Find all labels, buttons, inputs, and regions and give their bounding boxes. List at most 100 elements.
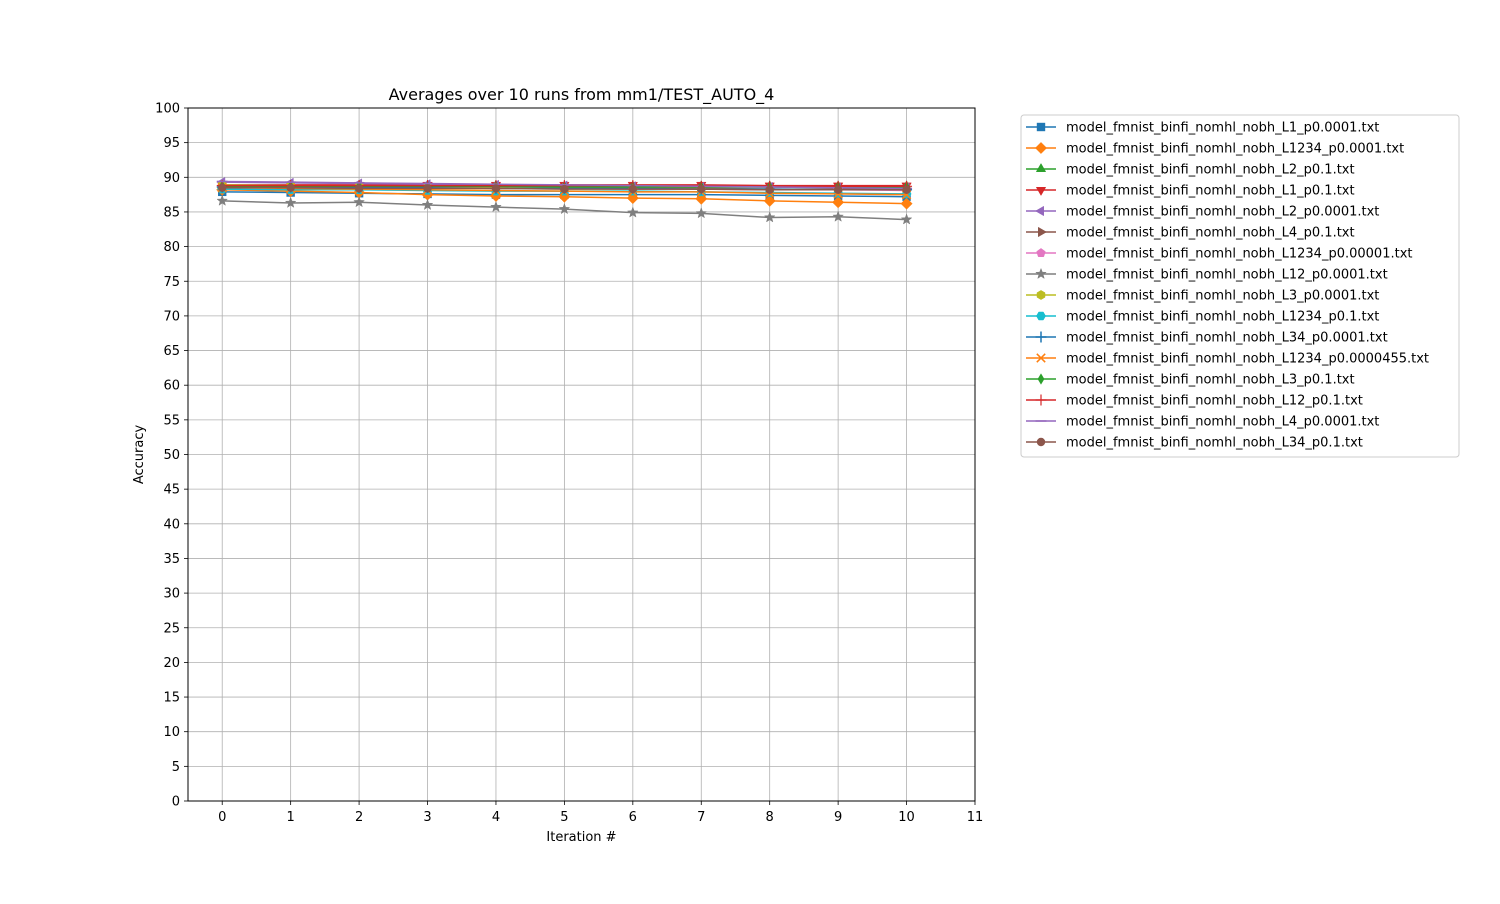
legend-label: model_fmnist_binfi_nomhl_nobh_L3_p0.0001… bbox=[1066, 289, 1379, 304]
legend-marker bbox=[1035, 205, 1044, 217]
series-layer bbox=[216, 176, 913, 225]
x-tick-label: 2 bbox=[355, 810, 363, 825]
x-tick-label: 8 bbox=[766, 810, 774, 825]
legend-item: model_fmnist_binfi_nomhl_nobh_L4_p0.1.tx… bbox=[1026, 226, 1355, 241]
data-point bbox=[902, 185, 911, 194]
data-point bbox=[421, 198, 434, 211]
legend: model_fmnist_binfi_nomhl_nobh_L1_p0.0001… bbox=[1020, 114, 1460, 458]
legend-item: model_fmnist_binfi_nomhl_nobh_L1234_p0.0… bbox=[1026, 142, 1404, 157]
data-point bbox=[763, 194, 776, 207]
y-tick-label: 15 bbox=[163, 691, 180, 706]
data-point bbox=[490, 200, 502, 213]
y-tick-label: 40 bbox=[163, 517, 180, 532]
axis-ticks: 0 1 2 3 4 5 6 7 8 9 10 1105101520253035404550556065… bbox=[155, 102, 983, 826]
legend-label: model_fmnist_binfi_nomhl_nobh_L34_p0.000… bbox=[1066, 331, 1388, 346]
y-tick-label: 60 bbox=[163, 379, 180, 394]
data-point bbox=[284, 196, 297, 208]
x-tick-label: 7 bbox=[697, 810, 705, 825]
x-tick-label: 9 bbox=[834, 810, 842, 825]
x-tick-label: 10 bbox=[898, 810, 915, 825]
y-tick-label: 55 bbox=[163, 413, 180, 428]
legend-marker bbox=[1036, 311, 1046, 321]
legend-marker bbox=[1035, 267, 1047, 279]
y-tick-label: 70 bbox=[163, 309, 180, 324]
legend-label: model_fmnist_binfi_nomhl_nobh_L4_p0.0001… bbox=[1066, 415, 1379, 430]
y-tick-label: 25 bbox=[163, 621, 180, 636]
legend-item: model_fmnist_binfi_nomhl_nobh_L34_p0.1.t… bbox=[1026, 436, 1363, 451]
legend-marker bbox=[1035, 394, 1047, 406]
data-point bbox=[354, 184, 364, 193]
legend-label: model_fmnist_binfi_nomhl_nobh_L1234_p0.0… bbox=[1066, 142, 1404, 157]
data-point bbox=[628, 184, 638, 194]
legend-item: model_fmnist_binfi_nomhl_nobh_L34_p0.000… bbox=[1026, 331, 1388, 346]
x-tick-label: 0 bbox=[218, 810, 226, 825]
data-point bbox=[900, 197, 913, 210]
y-tick-label: 90 bbox=[163, 171, 180, 186]
y-tick-label: 80 bbox=[163, 240, 180, 255]
legend-marker bbox=[1036, 122, 1046, 132]
legend-item: model_fmnist_binfi_nomhl_nobh_L1_p0.1.tx… bbox=[1026, 184, 1355, 199]
legend-frame bbox=[1020, 114, 1460, 458]
y-tick-label: 0 bbox=[172, 795, 180, 810]
legend-item: model_fmnist_binfi_nomhl_nobh_L1234_p0.1… bbox=[1026, 310, 1379, 325]
x-tick-label: 11 bbox=[967, 810, 984, 825]
legend-label: model_fmnist_binfi_nomhl_nobh_L12_p0.000… bbox=[1066, 268, 1388, 283]
legend-marker bbox=[1035, 331, 1047, 343]
data-point bbox=[286, 183, 295, 192]
legend-label: model_fmnist_binfi_nomhl_nobh_L12_p0.1.t… bbox=[1066, 394, 1363, 409]
legend-item: model_fmnist_binfi_nomhl_nobh_L2_p0.0001… bbox=[1026, 205, 1379, 220]
data-point bbox=[558, 203, 571, 215]
y-tick-label: 5 bbox=[172, 760, 180, 775]
data-point bbox=[832, 210, 844, 222]
legend-label: model_fmnist_binfi_nomhl_nobh_L2_p0.1.tx… bbox=[1066, 163, 1355, 178]
legend-item: model_fmnist_binfi_nomhl_nobh_L3_p0.0001… bbox=[1026, 289, 1379, 304]
y-tick-label: 95 bbox=[163, 136, 180, 151]
y-tick-label: 10 bbox=[163, 725, 180, 740]
legend-marker bbox=[1036, 353, 1046, 363]
legend-marker bbox=[1036, 248, 1046, 257]
y-tick-label: 85 bbox=[163, 205, 180, 220]
x-tick-label: 1 bbox=[287, 810, 295, 825]
x-tick-label: 5 bbox=[560, 810, 568, 825]
legend-marker bbox=[1035, 187, 1047, 196]
y-tick-label: 100 bbox=[155, 102, 180, 117]
data-point bbox=[218, 183, 227, 192]
data-point bbox=[423, 184, 432, 193]
legend-label: model_fmnist_binfi_nomhl_nobh_L1_p0.0001… bbox=[1066, 121, 1379, 136]
legend-marker bbox=[1037, 373, 1045, 385]
y-tick-label: 50 bbox=[163, 448, 180, 463]
legend-label: model_fmnist_binfi_nomhl_nobh_L2_p0.0001… bbox=[1066, 205, 1379, 220]
legend-item: model_fmnist_binfi_nomhl_nobh_L12_p0.000… bbox=[1026, 268, 1388, 283]
legend-label: model_fmnist_binfi_nomhl_nobh_L1234_p0.0… bbox=[1066, 352, 1429, 367]
legend-item: model_fmnist_binfi_nomhl_nobh_L1234_p0.0… bbox=[1026, 352, 1429, 367]
y-axis-label: Accuracy bbox=[132, 425, 147, 485]
legend-label: model_fmnist_binfi_nomhl_nobh_L1_p0.1.tx… bbox=[1066, 184, 1355, 199]
series-16 bbox=[218, 183, 911, 194]
x-tick-label: 4 bbox=[492, 810, 500, 825]
legend-label: model_fmnist_binfi_nomhl_nobh_L3_p0.1.tx… bbox=[1066, 373, 1355, 388]
data-point bbox=[695, 207, 708, 219]
legend-item: model_fmnist_binfi_nomhl_nobh_L12_p0.1.t… bbox=[1026, 394, 1363, 409]
legend-item: model_fmnist_binfi_nomhl_nobh_L1_p0.0001… bbox=[1026, 121, 1379, 136]
data-point bbox=[832, 196, 845, 209]
legend-marker bbox=[1038, 226, 1047, 238]
y-tick-label: 35 bbox=[163, 552, 180, 567]
series-8 bbox=[216, 194, 913, 225]
legend-label: model_fmnist_binfi_nomhl_nobh_L34_p0.1.t… bbox=[1066, 436, 1363, 451]
x-tick-label: 6 bbox=[629, 810, 637, 825]
y-tick-label: 45 bbox=[163, 483, 180, 498]
y-tick-label: 65 bbox=[163, 344, 180, 359]
legend-item: model_fmnist_binfi_nomhl_nobh_L3_p0.1.tx… bbox=[1026, 373, 1355, 388]
legend-label: model_fmnist_binfi_nomhl_nobh_L1234_p0.0… bbox=[1066, 247, 1412, 262]
y-tick-label: 30 bbox=[163, 587, 180, 602]
legend-label: model_fmnist_binfi_nomhl_nobh_L4_p0.1.tx… bbox=[1066, 226, 1355, 241]
data-point bbox=[353, 196, 365, 208]
x-tick-label: 3 bbox=[423, 810, 431, 825]
legend-item: model_fmnist_binfi_nomhl_nobh_L1234_p0.0… bbox=[1026, 247, 1412, 262]
data-point bbox=[697, 184, 706, 194]
legend-marker bbox=[1035, 163, 1047, 172]
legend-marker bbox=[1036, 290, 1046, 300]
data-point bbox=[765, 185, 774, 194]
